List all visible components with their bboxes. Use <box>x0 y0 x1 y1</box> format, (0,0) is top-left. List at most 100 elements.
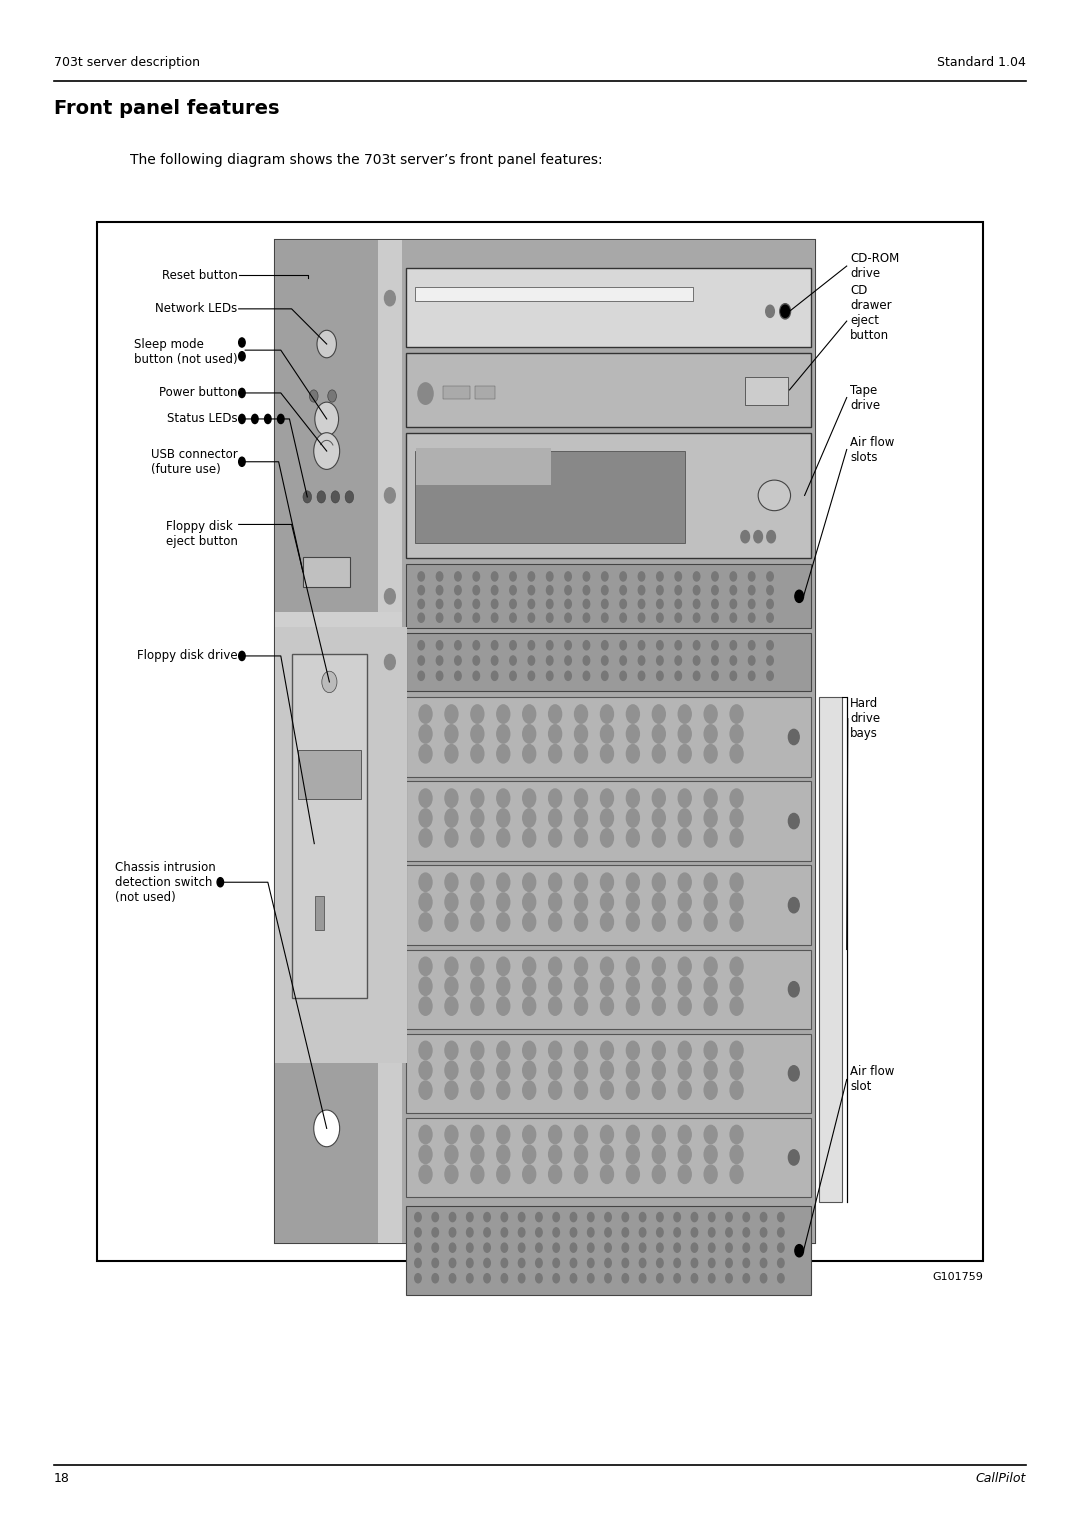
Circle shape <box>730 705 743 723</box>
Circle shape <box>484 1274 490 1283</box>
Circle shape <box>778 1274 784 1283</box>
Circle shape <box>726 1274 732 1283</box>
Circle shape <box>415 1212 421 1222</box>
Circle shape <box>471 1165 484 1183</box>
Circle shape <box>523 829 536 847</box>
Circle shape <box>546 572 553 581</box>
Circle shape <box>497 745 510 763</box>
Bar <box>406 781 811 861</box>
Circle shape <box>549 1165 562 1183</box>
Circle shape <box>497 997 510 1015</box>
Circle shape <box>239 414 245 424</box>
Circle shape <box>419 705 432 723</box>
Bar <box>298 751 361 800</box>
Circle shape <box>639 1258 646 1268</box>
Bar <box>402 240 815 1243</box>
Circle shape <box>491 613 498 622</box>
Circle shape <box>471 977 484 995</box>
Circle shape <box>767 586 773 595</box>
Circle shape <box>704 789 717 807</box>
Circle shape <box>484 1212 490 1222</box>
Circle shape <box>678 873 691 891</box>
Circle shape <box>528 656 535 665</box>
Circle shape <box>626 809 639 827</box>
Circle shape <box>510 586 516 595</box>
Circle shape <box>600 1165 613 1183</box>
Circle shape <box>652 1125 665 1144</box>
Circle shape <box>497 1165 510 1183</box>
Circle shape <box>657 671 663 680</box>
Bar <box>406 865 811 945</box>
Circle shape <box>767 641 773 650</box>
Circle shape <box>639 1212 646 1222</box>
Circle shape <box>445 957 458 976</box>
Circle shape <box>743 1274 750 1283</box>
Circle shape <box>704 873 717 891</box>
Circle shape <box>497 1081 510 1099</box>
Circle shape <box>691 1243 698 1252</box>
Circle shape <box>652 977 665 995</box>
Circle shape <box>620 586 626 595</box>
Circle shape <box>626 1061 639 1079</box>
Circle shape <box>652 1081 665 1099</box>
Circle shape <box>473 572 480 581</box>
Bar <box>416 448 551 485</box>
Circle shape <box>384 654 395 670</box>
Circle shape <box>704 997 717 1015</box>
Circle shape <box>318 491 326 503</box>
Circle shape <box>693 641 700 650</box>
Circle shape <box>748 586 755 595</box>
Circle shape <box>418 382 433 404</box>
Circle shape <box>553 1243 559 1252</box>
Circle shape <box>523 789 536 807</box>
Circle shape <box>693 671 700 680</box>
Text: CD
drawer
eject
button: CD drawer eject button <box>850 284 892 342</box>
Circle shape <box>708 1258 715 1268</box>
Circle shape <box>704 913 717 931</box>
Circle shape <box>674 1258 680 1268</box>
Text: Sleep mode
button (not used): Sleep mode button (not used) <box>134 338 238 365</box>
Circle shape <box>523 725 536 743</box>
Circle shape <box>748 599 755 609</box>
Circle shape <box>778 1228 784 1237</box>
Circle shape <box>491 599 498 609</box>
Circle shape <box>473 671 480 680</box>
Circle shape <box>743 1228 750 1237</box>
Circle shape <box>419 789 432 807</box>
Circle shape <box>600 997 613 1015</box>
Circle shape <box>600 745 613 763</box>
Circle shape <box>652 745 665 763</box>
Circle shape <box>497 829 510 847</box>
Circle shape <box>678 1145 691 1164</box>
Circle shape <box>602 656 608 665</box>
Circle shape <box>436 599 443 609</box>
Circle shape <box>449 1228 456 1237</box>
Circle shape <box>600 957 613 976</box>
Circle shape <box>605 1228 611 1237</box>
Circle shape <box>528 599 535 609</box>
Circle shape <box>767 613 773 622</box>
Bar <box>292 654 367 998</box>
Circle shape <box>730 809 743 827</box>
Circle shape <box>575 1145 588 1164</box>
Circle shape <box>419 829 432 847</box>
Circle shape <box>553 1212 559 1222</box>
Circle shape <box>704 1061 717 1079</box>
Circle shape <box>546 599 553 609</box>
Circle shape <box>510 656 516 665</box>
Circle shape <box>436 572 443 581</box>
Circle shape <box>754 531 762 543</box>
Circle shape <box>730 1081 743 1099</box>
Circle shape <box>704 1145 717 1164</box>
Circle shape <box>693 599 700 609</box>
Circle shape <box>675 586 681 595</box>
Circle shape <box>748 641 755 650</box>
Circle shape <box>691 1274 698 1283</box>
Circle shape <box>549 725 562 743</box>
Circle shape <box>497 1125 510 1144</box>
Circle shape <box>575 997 588 1015</box>
Circle shape <box>639 1243 646 1252</box>
Bar <box>275 240 378 1243</box>
Circle shape <box>766 306 774 318</box>
Circle shape <box>704 705 717 723</box>
